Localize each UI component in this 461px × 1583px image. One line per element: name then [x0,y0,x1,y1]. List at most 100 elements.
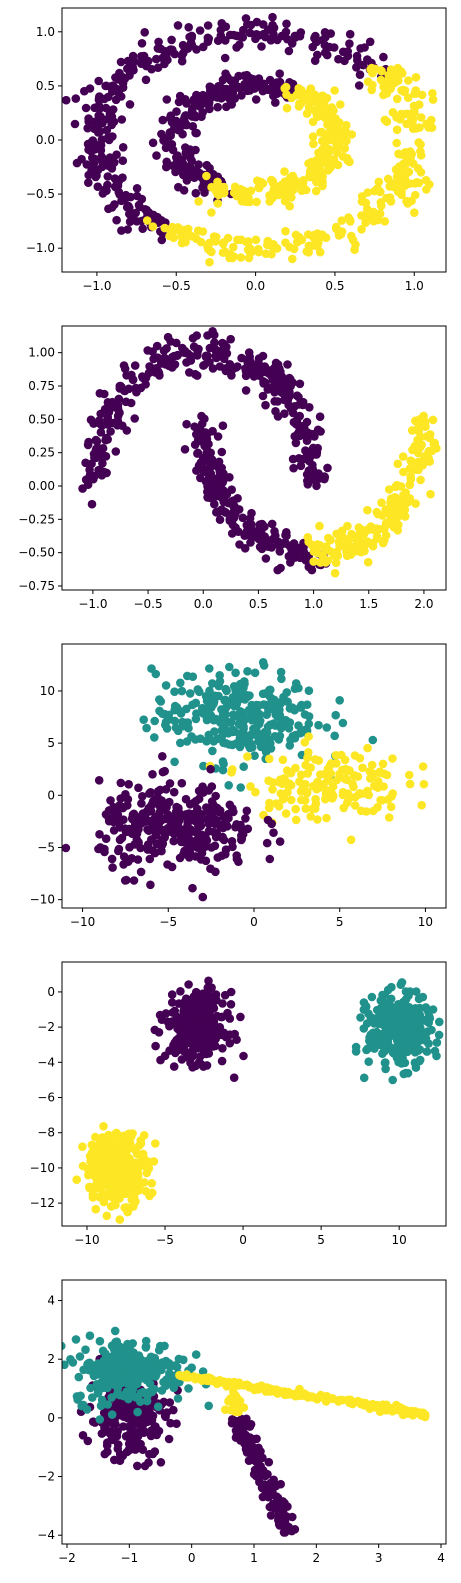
scatter-point [169,1405,178,1415]
scatter-point [185,689,195,698]
scatter-point [108,1352,117,1361]
scatter-point [352,63,361,72]
scatter-point [126,1161,136,1170]
scatter-point [158,752,167,761]
scatter-point [233,494,242,503]
scatter-point [162,139,171,149]
y-tick-label: −2 [37,1470,55,1484]
scatter-point [205,358,214,367]
scatter-point [332,148,342,157]
scatter-point [236,679,245,689]
scatter-point [228,1415,237,1424]
scatter-point [291,438,301,448]
scatter-point [202,171,211,181]
scatter-point [240,529,250,539]
scatter-point [208,169,218,179]
scatter-point [177,1055,187,1064]
scatter-point [219,185,229,195]
scatter-point [412,178,422,187]
scatter-point [204,734,213,744]
scatter-point [170,716,180,726]
scatter-point [161,785,171,794]
scatter-point [289,244,299,254]
scatter-point [269,185,279,194]
scatter-point [137,59,146,68]
scatter-point [225,30,235,40]
scatter-point [151,1139,160,1148]
scatter-point [419,779,429,789]
scatter-point [217,447,227,457]
scatter-point [191,987,201,997]
scatter-point [343,51,353,61]
scatter-point [421,1003,431,1012]
scatter-point [207,208,216,217]
scatter-point [201,856,211,866]
scatter-point [176,738,185,748]
scatter-point [180,828,190,837]
scatter-point [375,767,385,777]
scatter-point [168,161,178,170]
scatter-point [321,1397,331,1406]
chart-1: −1.0 −0.5 0.0 0.5 1.0 −1.0 −0.5 0.0 0.5 1.0 [26,7,447,293]
scatter-point [403,93,413,102]
scatter-point [281,529,291,538]
scatter-point [295,379,305,389]
scatter-point [95,830,104,839]
scatter-point [257,534,266,543]
scatter-point [346,217,355,226]
scatter-point [289,539,299,548]
scatter-point [270,527,279,536]
scatter-point [220,53,230,63]
scatter-point [271,98,280,107]
scatter-point [306,812,316,821]
scatter-point [303,769,313,778]
scatter-point [192,165,201,175]
scatter-point [85,1331,95,1340]
scatter-point [166,1418,175,1428]
scatter-point [336,100,345,109]
scatter-point [357,192,367,201]
scatter-point [228,520,238,530]
scatter-point [263,1470,272,1479]
scatter-point [365,767,375,776]
scatter-point [342,120,351,130]
scatter-point [365,1404,375,1413]
scatter-point [177,51,187,60]
scatter-point [178,1024,187,1034]
scatter-point [246,529,256,539]
scatter-point [86,1383,95,1393]
scatter-point [170,360,180,369]
scatter-point [138,1445,148,1454]
scatter-point [124,780,133,789]
scatter-point [210,1041,220,1051]
scatter-point [279,1528,289,1537]
scatter-point [137,39,147,48]
scatter-point [379,1036,388,1045]
scatter-point [406,472,416,481]
scatter-point [328,782,338,791]
x-tick-label: −5 [159,915,177,929]
scatter-point [303,753,312,762]
scatter-point [413,1046,423,1056]
scatter-point [198,892,208,902]
scatter-point [236,1012,245,1022]
scatter-point [204,240,213,250]
scatter-point [424,123,433,132]
scatter-point [177,837,186,847]
scatter-point [204,1401,213,1411]
scatter-point [421,1034,431,1043]
scatter-point [103,1447,112,1456]
scatter-point [252,30,261,39]
scatter-point [276,775,285,784]
scatter-point [241,386,251,395]
scatter-point [349,1398,359,1407]
scatter-point [373,509,383,519]
scatter-point [392,1404,401,1413]
scatter-points [78,327,441,578]
scatter-point [95,1192,104,1202]
scatter-point [332,529,341,539]
scatter-point [386,802,396,812]
scatter-point [350,801,360,810]
scatter-point [220,724,230,733]
scatter-point [193,804,202,814]
